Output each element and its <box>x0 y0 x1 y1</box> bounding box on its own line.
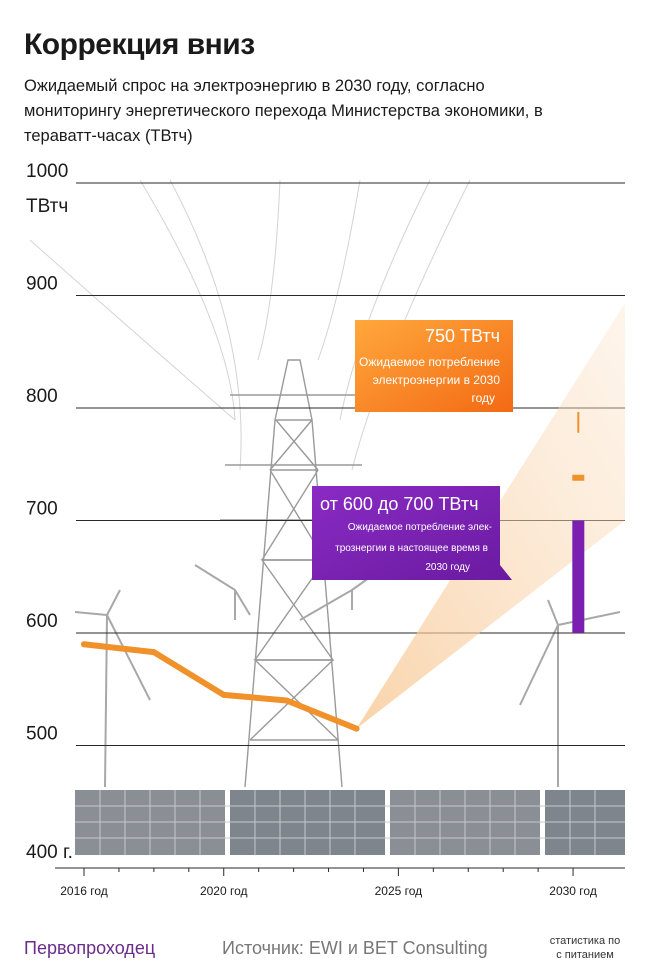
y-tick-label: 1000 <box>26 161 68 182</box>
source-label: Источник: EWI и BET Consulting <box>222 938 488 958</box>
callout-750-marker <box>572 474 585 481</box>
background-illustration <box>29 179 625 855</box>
demand-points <box>81 641 360 732</box>
callout-600-700-box <box>312 486 512 580</box>
y-tick-label: 700 <box>26 499 58 520</box>
y-axis: 1000 900 800 700 600 500 400 г. <box>26 161 73 863</box>
callout-600-700-title: от 600 до 700 ТВтч <box>320 494 478 514</box>
y-tick-label: 600 <box>26 611 58 632</box>
callout-600-700-text-2: трознергии в настоящее время в <box>335 543 488 554</box>
y-tick-label: 800 <box>26 386 58 407</box>
data-point <box>220 691 227 698</box>
x-tick-label: 2020 год <box>200 884 248 898</box>
callout-750-box <box>355 320 513 412</box>
data-point <box>283 697 290 704</box>
demand-line <box>81 641 360 732</box>
x-tick-label: 2025 год <box>375 884 423 898</box>
data-point <box>150 649 157 656</box>
x-tick-label: 2030 год <box>549 884 597 898</box>
statista-line-2: по <box>608 935 621 947</box>
y-tick-label: 400 г. <box>26 842 73 863</box>
callout-750: 750 ТВтч Ожидаемое потребление электроэн… <box>355 320 585 481</box>
y-tick-label: 500 <box>26 724 58 745</box>
statista-line-3: с питанием <box>556 949 614 961</box>
brand-label: Первопроходец <box>24 938 156 958</box>
callout-600-700-text-1: Ожидаемое потребление элек- <box>348 521 492 533</box>
chart-subtitle: Ожидаемый спрос на электроэнергию в 2030… <box>24 77 543 145</box>
callout-750-text-1: Ожидаемое потребление <box>359 355 500 369</box>
callout-750-text-3: году <box>471 391 495 405</box>
data-point <box>81 641 87 648</box>
projection-cone <box>356 303 625 729</box>
callout-600-700: от 600 до 700 ТВтч Ожидаемое потребление… <box>312 486 585 633</box>
y-tick-label: 900 <box>26 274 58 295</box>
data-point <box>353 725 360 732</box>
x-axis: 2016 год 2020 год 2025 год 2030 год <box>55 867 625 898</box>
callout-600-700-text-3: 2030 году <box>425 562 470 573</box>
y-axis-unit: ТВтч <box>26 196 68 217</box>
callout-750-text-2: электроэнергии в 2030 <box>373 373 501 387</box>
x-tick-label: 2016 год <box>60 884 108 898</box>
chart-title: Коррекция вниз <box>24 28 255 61</box>
callout-600-700-range-bar <box>572 520 585 633</box>
callout-750-title: 750 ТВтч <box>425 326 500 346</box>
statista-line-1: статистика <box>549 935 606 947</box>
statista-label: статистика по с питанием <box>540 934 630 962</box>
